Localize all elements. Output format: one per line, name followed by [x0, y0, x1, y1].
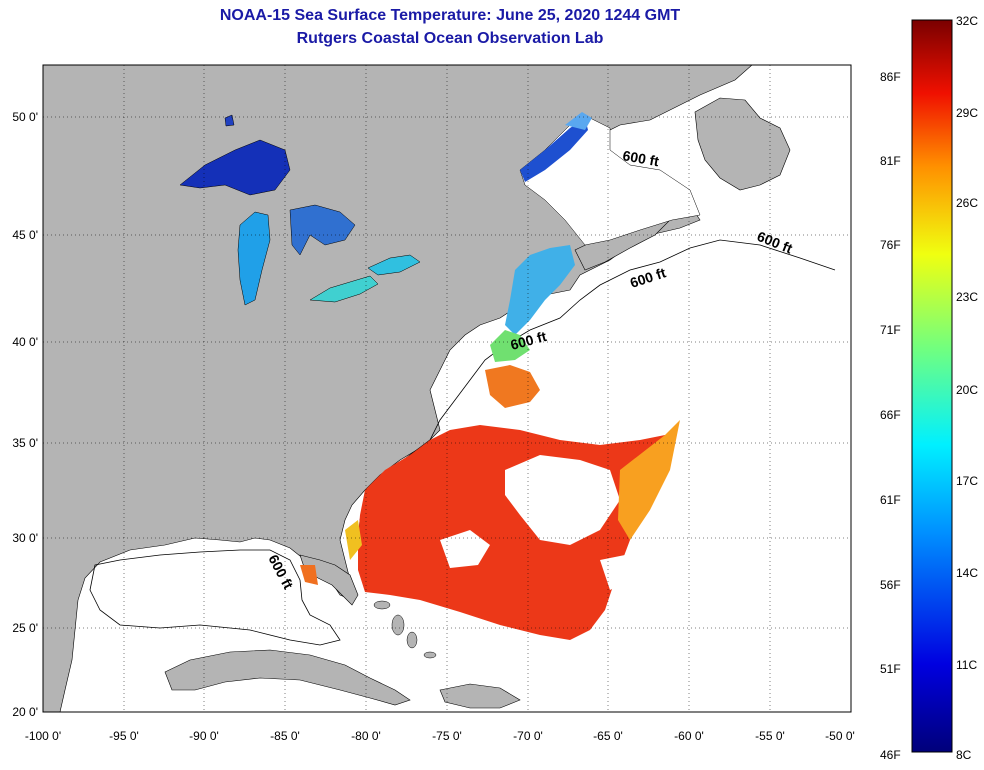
lon-tick: -95 0': [109, 729, 139, 743]
colorbar-label-f: 66F: [880, 408, 901, 422]
sst-gulf-of-maine: [505, 245, 575, 335]
colorbar-label-c: 26C: [956, 196, 979, 210]
lon-tick: -85 0': [270, 729, 300, 743]
sst-florida-gulf: [300, 565, 318, 585]
lon-tick: -65 0': [593, 729, 623, 743]
lon-tick: -70 0': [513, 729, 543, 743]
colorbar-label-f: 81F: [880, 154, 901, 168]
sst-swath-edge: [618, 420, 680, 540]
land-cuba: [164, 649, 411, 706]
contour-label: 600 ft: [621, 147, 660, 169]
lat-tick: 35 0': [12, 436, 38, 450]
colorbar: [911, 19, 953, 753]
colorbar-label-f: 71F: [880, 323, 901, 337]
lon-tick: -90 0': [189, 729, 219, 743]
colorbar-label-c: 23C: [956, 290, 979, 304]
gulf-shelf-contour: [89, 549, 341, 646]
lat-tick: 25 0': [12, 621, 38, 635]
lat-tick: 20 0': [12, 705, 38, 719]
lon-tick: -50 0': [825, 729, 855, 743]
colorbar-label-c: 29C: [956, 106, 979, 120]
colorbar-label-c: 8C: [956, 748, 972, 762]
lat-axis: 50 0' 45 0' 40 0' 35 0' 30 0' 25 0' 20 0…: [12, 110, 38, 719]
lon-tick: -100 0': [25, 729, 61, 743]
lon-axis: -100 0' -95 0' -90 0' -85 0' -80 0' -75 …: [25, 729, 855, 743]
sst-coastal-yellow: [345, 520, 362, 560]
lon-tick: -75 0': [432, 729, 462, 743]
sst-cloud-gaps: [440, 455, 630, 590]
lat-tick: 50 0': [12, 110, 38, 124]
land-newfoundland: [694, 97, 791, 191]
colorbar-label-c: 17C: [956, 474, 979, 488]
sst-shelf-green: [490, 330, 530, 362]
estuary-water: [520, 118, 588, 182]
colorbar-label-f: 86F: [880, 70, 901, 84]
colorbar-label-c: 14C: [956, 566, 979, 580]
colorbar-label-c: 11C: [956, 658, 978, 672]
colorbar-label-f: 56F: [880, 578, 901, 592]
lat-tick: 40 0': [12, 335, 38, 349]
land-hispaniola: [439, 683, 521, 709]
estuary-water-2: [565, 112, 592, 130]
sst-mid-atlantic: [485, 365, 540, 408]
colorbar-label-c: 20C: [956, 383, 979, 397]
lon-tick: -60 0': [674, 729, 704, 743]
graticule: [43, 65, 851, 712]
map-title: NOAA-15 Sea Surface Temperature: June 25…: [219, 7, 681, 24]
lat-tick: 30 0': [12, 531, 38, 545]
map-frame: [42, 64, 852, 713]
colorbar-label-c: 32C: [956, 14, 979, 28]
lon-tick: -55 0': [755, 729, 785, 743]
colorbar-label-f: 76F: [880, 238, 901, 252]
map-subtitle: Rutgers Coastal Ocean Observation Lab: [296, 30, 604, 47]
colorbar-label-f: 61F: [880, 493, 901, 507]
great-lakes: [179, 114, 421, 306]
lat-tick: 45 0': [12, 228, 38, 242]
colorbar-label-f: 51F: [880, 662, 901, 676]
lon-tick: -80 0': [351, 729, 381, 743]
land-bahamas: [373, 600, 437, 659]
colorbar-label-f: 46F: [880, 748, 901, 762]
